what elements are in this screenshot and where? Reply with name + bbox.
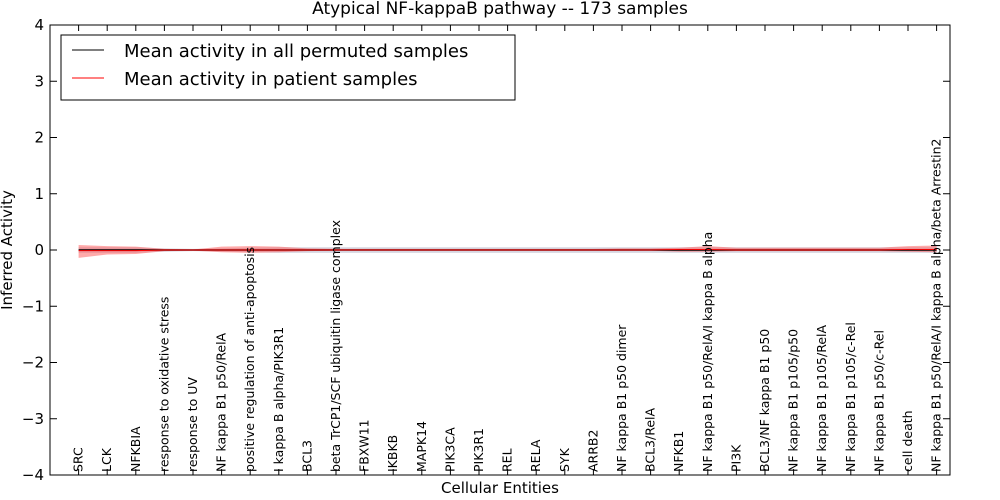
y-tick-label: −2	[22, 354, 44, 372]
x-axis-title: Cellular Entities	[441, 479, 559, 497]
band-series-1	[78, 244, 937, 258]
category-label: PIK3CA	[442, 427, 457, 472]
legend-label-patient: Mean activity in patient samples	[124, 69, 418, 90]
category-label: BCL3/NF kappa B1 p50	[757, 329, 772, 472]
category-label: beta TrCP1/SCF ubiquitin ligase complex	[328, 220, 343, 472]
category-label: NF kappa B1 p105/RelA	[814, 325, 829, 472]
category-label: positive regulation of anti-apoptosis	[242, 247, 257, 472]
y-tick-label: 1	[34, 185, 44, 203]
y-tick-label: 0	[34, 241, 44, 259]
y-tick-label: −4	[22, 466, 44, 484]
category-label: NF kappa B1 p50/RelA/I kappa B alpha/bet…	[929, 139, 944, 473]
legend-box	[60, 34, 516, 101]
x-axis	[78, 25, 938, 475]
category-label: response to oxidative stress	[156, 297, 171, 472]
chart-title: Atypical NF-kappaB pathway -- 173 sample…	[312, 0, 688, 19]
category-label: cell death	[900, 410, 915, 472]
y-tick-label: −1	[22, 297, 44, 315]
category-label: NF kappa B1 p50/RelA	[214, 332, 229, 472]
category-label: NF kappa B1 p105/p50	[786, 329, 801, 472]
line-series-1	[78, 248, 937, 252]
category-label: NF kappa B1 p105/c-Rel	[843, 322, 858, 472]
category-label: REL	[500, 448, 515, 472]
category-label: NF kappa B1 p50/c-Rel	[871, 330, 886, 472]
legend-label-permuted: Mean activity in all permuted samples	[124, 41, 468, 62]
series-lines	[78, 248, 937, 252]
category-label: NF kappa B1 p50 dimer	[614, 324, 629, 472]
category-labels: SRC LCK NFKBIA response to oxidative stress…	[71, 139, 944, 473]
category-label: MAPK14	[414, 421, 429, 472]
legend: Mean activity in all permuted samples Me…	[60, 34, 516, 101]
category-label: RELA	[528, 439, 543, 472]
y-tick-label: 3	[34, 72, 44, 90]
category-label: I kappa B alpha/PIK3R1	[271, 327, 286, 472]
category-label: SYK	[557, 447, 572, 472]
category-label: response to UV	[185, 377, 200, 472]
category-label: FBXW11	[357, 419, 372, 472]
category-label: NF kappa B1 p50/RelA/I kappa B alpha	[700, 232, 715, 472]
y-tick-label: −3	[22, 410, 44, 428]
category-label: IKBKB	[385, 435, 400, 472]
category-label: NFKB1	[671, 431, 686, 472]
category-label: PIK3R1	[471, 428, 486, 472]
y-tick-label: 4	[34, 16, 44, 34]
y-tick-label: 2	[34, 129, 44, 147]
category-label: NFKBIA	[128, 426, 143, 472]
category-label: PI3K	[728, 444, 743, 472]
y-axis: −4 −3 −2 −1 0 1 2 3 4	[22, 16, 950, 484]
category-label: SRC	[71, 447, 86, 472]
y-axis-title: Inferred Activity	[0, 190, 16, 310]
category-label: LCK	[99, 447, 114, 472]
category-label: BCL3	[299, 440, 314, 472]
category-label: BCL3/RelA	[643, 408, 658, 472]
category-label: ARRB2	[585, 430, 600, 472]
